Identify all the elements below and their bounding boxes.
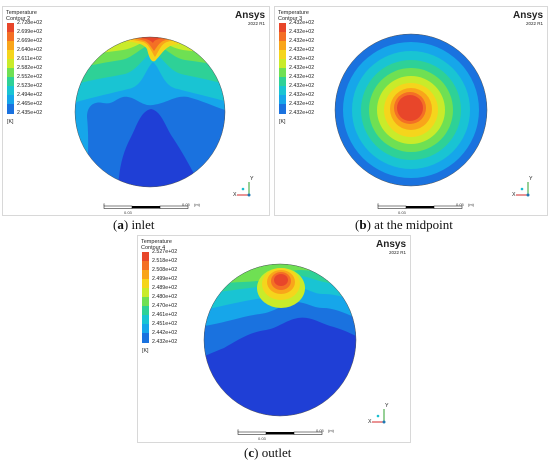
legend-label: 2.640e+02 <box>17 47 43 53</box>
ansys-logo: Ansys 2022 R1 <box>375 239 406 256</box>
ansys-logo: Ansys 2022 R1 <box>512 10 543 27</box>
legend-title: Temperature Contour 3 <box>278 10 309 22</box>
scale-labels: 0 0.05 (m) 0.03 <box>237 428 334 441</box>
legend-label: 2.432e+02 <box>289 47 315 53</box>
legend-label: 2.480e+02 <box>152 294 178 300</box>
caption-outlet: (c) outlet <box>244 445 292 460</box>
legend-label: 2.552e+02 <box>17 74 43 80</box>
ansys-logo: Ansys 2022 R1 <box>234 10 265 27</box>
color-legend <box>7 23 15 123</box>
legend-unit: [K] <box>279 119 286 125</box>
legend-label: 2.432e+02 <box>289 74 315 80</box>
legend-unit: [K] <box>7 119 14 125</box>
axis-label-x: X <box>368 419 372 425</box>
panel-outlet: Temperature Contour 4 2.527e+02 2.518e+0… <box>137 235 411 443</box>
color-legend <box>279 23 287 123</box>
caption-midpoint: (b) at the midpoint <box>355 217 453 232</box>
legend-label: 2.432e+02 <box>289 92 315 98</box>
legend-label: 2.432e+02 <box>152 339 178 345</box>
scale-labels: 0 0.05 (m) 0.03 <box>377 202 474 215</box>
axis-label-x: X <box>512 192 516 198</box>
temperature-contour-outlet <box>203 263 386 435</box>
scale-bar <box>237 431 323 435</box>
legend-label: 2.518e+02 <box>152 258 178 264</box>
axis-triad <box>237 182 251 197</box>
axis-triad <box>516 182 530 197</box>
legend-label: 2.728e+02 <box>17 20 43 26</box>
legend-label: 2.432e+02 <box>289 65 315 71</box>
legend-label: 2.432e+02 <box>289 29 315 35</box>
legend-label: 2.699e+02 <box>17 29 43 35</box>
panel-inlet: Temperature Contour 2 2.728e+02 2.699e+0… <box>2 6 270 216</box>
legend-label: 2.669e+02 <box>17 38 43 44</box>
legend-label: 2.432e+02 <box>289 101 315 107</box>
legend-label: 2.461e+02 <box>152 312 178 318</box>
caption-inlet: (a) inlet <box>113 217 155 232</box>
legend-unit: [K] <box>142 348 149 354</box>
axis-label-x: X <box>233 192 237 198</box>
legend-title: Temperature Contour 2 <box>6 10 37 22</box>
axis-triad <box>372 409 386 424</box>
legend-label: 2.432e+02 <box>289 83 315 89</box>
legend-label: 2.499e+02 <box>152 276 178 282</box>
legend-label: 2.432e+02 <box>289 38 315 44</box>
color-legend <box>142 252 150 352</box>
scale-bar <box>103 205 189 209</box>
temperature-contour-midpoint <box>334 33 530 209</box>
legend-label: 2.432e+02 <box>289 110 315 116</box>
legend-label: 2.451e+02 <box>152 321 178 327</box>
axis-label-y: Y <box>385 403 389 409</box>
legend-label: 2.508e+02 <box>152 267 178 273</box>
legend-label: 2.523e+02 <box>17 83 43 89</box>
legend-label: 2.442e+02 <box>152 330 178 336</box>
scale-labels: 0 0.05 (m) 0.03 <box>103 202 200 215</box>
legend-label: 2.470e+02 <box>152 303 178 309</box>
legend-label: 2.465e+02 <box>17 101 43 107</box>
legend-label: 2.432e+02 <box>289 56 315 62</box>
legend-title: Temperature Contour 4 <box>141 239 172 251</box>
legend-label: 2.435e+02 <box>17 110 43 116</box>
scale-bar <box>377 205 463 209</box>
legend-label: 2.582e+02 <box>17 65 43 71</box>
legend-label: 2.494e+02 <box>17 92 43 98</box>
legend-label: 2.489e+02 <box>152 285 178 291</box>
temperature-contour-inlet <box>74 36 251 209</box>
legend-label: 2.527e+02 <box>152 249 178 255</box>
legend-label: 2.611e+02 <box>17 56 42 62</box>
axis-label-y: Y <box>250 176 254 182</box>
legend-label: 2.432e+02 <box>289 20 315 26</box>
panel-midpoint: Temperature Contour 3 2.432e+02 2.432e+0… <box>274 6 548 216</box>
axis-label-y: Y <box>529 176 533 182</box>
